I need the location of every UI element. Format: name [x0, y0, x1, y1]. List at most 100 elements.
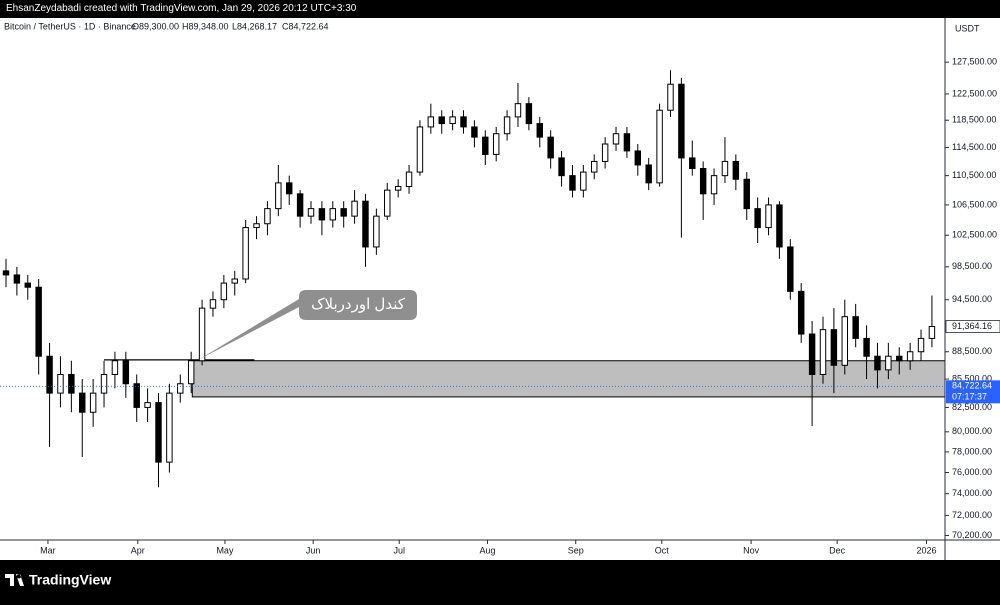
- footer-logo: TradingView: [5, 572, 111, 588]
- x-tick-label: Mar: [40, 545, 56, 555]
- candle-body: [852, 316, 859, 339]
- candle-body: [133, 383, 140, 408]
- axis-layer: 127,500.00 122,500.00 118,500.00 114,500.00…: [40, 57, 1000, 555]
- candle-body: [525, 103, 533, 125]
- ohlc-value: L84,268.17: [232, 21, 277, 31]
- candle-body: [362, 200, 369, 248]
- candle-body: [296, 193, 304, 217]
- annotation: کندل اوردربلاک: [311, 296, 406, 313]
- candle-body: [155, 402, 162, 463]
- candle-body: [166, 392, 173, 463]
- y-tick-label: 76,000.00: [952, 467, 992, 477]
- candle-body: [275, 182, 282, 210]
- logo-text: TradingView: [29, 572, 111, 588]
- candle-body: [558, 157, 565, 177]
- candle-body: [449, 116, 456, 125]
- x-tick-label: Dec: [829, 545, 846, 555]
- candle-body: [264, 208, 271, 225]
- candle-body: [307, 208, 315, 217]
- candle-body: [329, 208, 337, 221]
- y-tick-label: 70,200.00: [952, 530, 992, 540]
- x-tick-label: Jul: [393, 545, 405, 555]
- candle-body: [787, 246, 794, 292]
- x-tick-label: Aug: [479, 545, 495, 555]
- candle-body: [743, 178, 750, 210]
- candle-body: [340, 208, 347, 217]
- watermark: EhsanZeydabadi created with TradingView.…: [0, 0, 1000, 18]
- y-tick-label: 74,000.00: [952, 488, 992, 498]
- candle-body: [591, 160, 598, 173]
- axis-unit: USDT: [955, 23, 980, 33]
- y-tick-label: 78,000.00: [952, 446, 992, 456]
- x-tick-label: 2026: [916, 545, 936, 555]
- candle-body: [514, 103, 522, 118]
- y-tick-label: 88,500.00: [952, 346, 992, 356]
- candle-body: [122, 360, 130, 385]
- candle-body: [242, 227, 249, 280]
- candle-body: [438, 116, 445, 125]
- y-tick-label: 118,500.00: [952, 115, 996, 125]
- y-tick-label: 127,500.00: [952, 57, 997, 67]
- candle-body: [460, 116, 467, 128]
- candle-body: [187, 360, 195, 385]
- candle-body: [721, 160, 729, 177]
- x-tick-label: Nov: [743, 545, 760, 555]
- candle-body: [874, 355, 881, 371]
- candle-body: [503, 116, 511, 135]
- candle-body: [394, 185, 402, 191]
- candle-body: [928, 325, 936, 339]
- candle-body: [634, 150, 642, 166]
- candle-body: [351, 200, 358, 217]
- countdown: 07:17:37: [952, 392, 987, 402]
- candle-body: [841, 316, 849, 366]
- candle-body: [896, 355, 903, 362]
- y-tick-label: 106,500.00: [952, 199, 997, 209]
- candle-body: [318, 208, 326, 221]
- candle-body: [612, 133, 620, 145]
- candle-body: [2, 270, 10, 276]
- y-tick-label: 94,500.00: [952, 294, 992, 304]
- candle-body: [231, 278, 238, 284]
- candle-body: [754, 208, 761, 229]
- candle-body: [285, 182, 293, 195]
- candle-body: [24, 282, 32, 288]
- candle-body: [689, 157, 696, 170]
- candle-body: [765, 204, 772, 229]
- price-marker-label: 84,722.64: [952, 381, 992, 391]
- candle-body: [699, 168, 707, 195]
- price-axis: [945, 18, 1000, 560]
- chart: کندل اوردربلاک Bitcoin / TetherUS · 1D ·…: [0, 18, 1000, 560]
- candle-body: [79, 392, 86, 413]
- x-tick-label: Oct: [655, 545, 670, 555]
- candle-body: [863, 337, 870, 357]
- candle-body: [220, 282, 228, 301]
- y-tick-label: 102,500.00: [952, 230, 997, 240]
- chart-background: [0, 18, 1000, 560]
- candle-body: [830, 329, 838, 366]
- candle-body: [405, 171, 413, 187]
- candle-body: [917, 337, 925, 353]
- candle-body: [198, 307, 206, 362]
- candle-body: [906, 351, 914, 362]
- candle-body: [46, 355, 53, 394]
- x-tick-label: Apr: [131, 545, 145, 555]
- callout-box: [198, 290, 417, 360]
- candle-body: [68, 373, 75, 394]
- candle-body: [580, 171, 587, 191]
- candle-body: [678, 83, 685, 159]
- candle-body: [100, 373, 108, 394]
- candle-body: [547, 136, 554, 159]
- y-tick-label: 110,500.00: [952, 170, 996, 180]
- y-tick-label: 85,500.00: [952, 373, 992, 383]
- candle-body: [656, 109, 663, 184]
- y-tick-label: 82,500.00: [952, 402, 992, 412]
- ohlc-value: H89,348.00: [182, 21, 229, 31]
- candle-body: [471, 126, 478, 138]
- candle-body: [808, 333, 816, 375]
- candle-body: [667, 83, 674, 111]
- x-tick-label: Jun: [306, 545, 321, 555]
- candle-body: [819, 329, 827, 375]
- candle-body: [35, 286, 42, 357]
- candle-body: [776, 204, 783, 248]
